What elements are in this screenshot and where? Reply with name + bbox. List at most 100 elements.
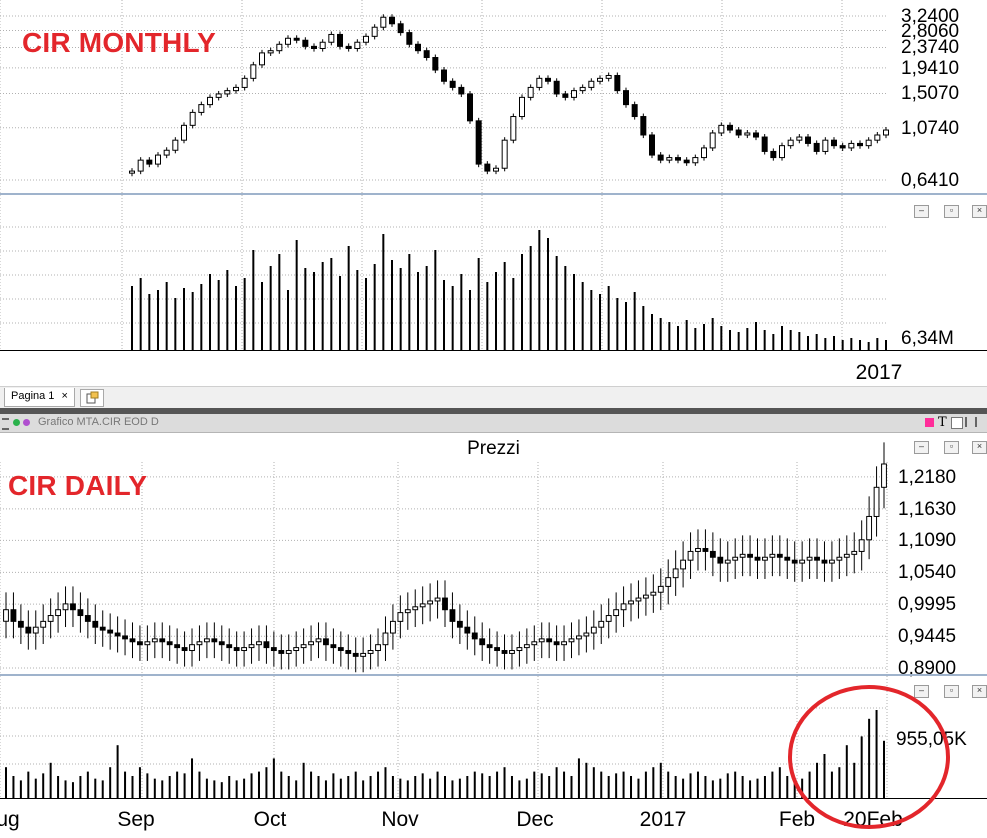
monthly-volume-label: 6,34M <box>901 328 954 349</box>
volume-bar <box>599 294 601 350</box>
daily-pane-header: Prezzi <box>0 434 987 462</box>
restore-button[interactable]: ▫ <box>944 205 959 218</box>
volume-bar <box>272 758 275 798</box>
candle <box>99 626 106 631</box>
volume-bar <box>310 771 313 798</box>
candle <box>666 157 673 161</box>
daily-window-titlebar[interactable]: Grafico MTA.CIR EOD D T <box>0 414 987 433</box>
candle <box>224 90 231 95</box>
volume-bar <box>399 268 402 350</box>
volume-bar <box>213 780 216 798</box>
volume-bar <box>183 288 185 350</box>
candle <box>166 641 173 646</box>
volume-bar <box>243 778 246 798</box>
candle <box>419 603 426 608</box>
candle <box>776 553 783 558</box>
price-tick-label: 1,2180 <box>898 466 957 488</box>
volume-bar <box>538 230 541 350</box>
candle <box>761 136 768 152</box>
volume-bar <box>555 767 558 798</box>
candle <box>308 641 314 646</box>
candle <box>259 52 265 66</box>
volume-bar <box>444 776 446 798</box>
candle <box>701 147 707 159</box>
candle <box>146 159 153 165</box>
close-button[interactable]: × <box>972 685 987 698</box>
volume-bar <box>503 262 506 350</box>
new-tab-button[interactable] <box>80 389 104 407</box>
candle <box>218 641 225 646</box>
candle <box>215 93 222 98</box>
daily-axis-line <box>0 798 987 799</box>
volume-bar <box>573 274 575 350</box>
volume-bar <box>778 767 781 798</box>
candle <box>531 641 538 646</box>
volume-bar <box>607 286 610 350</box>
price-tick-label: 1,0740 <box>901 117 960 139</box>
candle <box>203 638 210 643</box>
bars-tool-icon[interactable] <box>965 417 977 427</box>
volume-bar <box>512 278 515 350</box>
candle <box>709 132 716 149</box>
volume-bar <box>548 776 551 798</box>
close-button[interactable]: × <box>972 205 987 218</box>
tab-close-icon[interactable]: × <box>61 390 68 402</box>
tab-pagina-1[interactable]: Pagina 1 × <box>4 388 75 407</box>
candle <box>337 33 343 47</box>
volume-bar <box>408 254 411 350</box>
candle <box>597 77 603 82</box>
minimize-button[interactable]: – <box>914 205 929 218</box>
candle <box>172 139 179 151</box>
minimize-button[interactable]: – <box>914 685 929 698</box>
volume-bar <box>443 280 445 350</box>
candle <box>493 167 499 172</box>
volume-bar <box>625 302 627 350</box>
volume-bar <box>451 780 454 798</box>
candle <box>250 64 257 79</box>
volume-bar <box>859 340 861 350</box>
volume-bar <box>269 266 272 350</box>
x-tick-label: Feb <box>778 808 816 831</box>
daily-volume-label: 955,05K <box>896 729 967 750</box>
grid-tool-icon[interactable] <box>951 417 963 429</box>
volume-bar <box>486 282 489 350</box>
candle <box>805 136 811 144</box>
text-tool-icon[interactable]: T <box>938 415 947 430</box>
color-swatch-icon[interactable] <box>925 418 934 427</box>
candle <box>796 136 803 141</box>
candle <box>129 638 136 643</box>
x-tick-label: Sep <box>117 808 155 831</box>
restore-button[interactable]: ▫ <box>944 685 959 698</box>
candle <box>464 626 471 634</box>
volume-bar <box>458 778 461 798</box>
candle <box>562 93 569 98</box>
candle <box>256 641 262 646</box>
volume-bar <box>808 771 811 798</box>
volume-bar <box>220 782 223 798</box>
volume-bar <box>94 778 97 798</box>
candle <box>248 644 255 649</box>
volume-bar <box>161 780 164 798</box>
tab-label: Pagina 1 <box>11 390 55 402</box>
close-button[interactable]: × <box>972 441 987 454</box>
volume-bar <box>19 780 22 798</box>
volume-bar <box>801 778 804 798</box>
candle <box>449 609 456 622</box>
candle <box>717 556 724 564</box>
volume-bar <box>570 776 573 798</box>
candle <box>397 612 404 622</box>
minimize-button[interactable]: – <box>914 441 929 454</box>
candle <box>285 37 291 45</box>
menu-icon[interactable] <box>2 418 9 430</box>
volume-bar <box>652 767 655 798</box>
window-splitter[interactable] <box>0 408 987 414</box>
candle <box>675 157 681 161</box>
restore-button[interactable]: ▫ <box>944 441 959 454</box>
monthly-volume-chart <box>0 195 887 350</box>
volume-bar <box>616 298 619 350</box>
volume-bar <box>503 767 506 798</box>
candle <box>523 644 530 649</box>
candle <box>114 632 121 637</box>
volume-bar <box>720 326 723 350</box>
candle <box>873 486 880 517</box>
